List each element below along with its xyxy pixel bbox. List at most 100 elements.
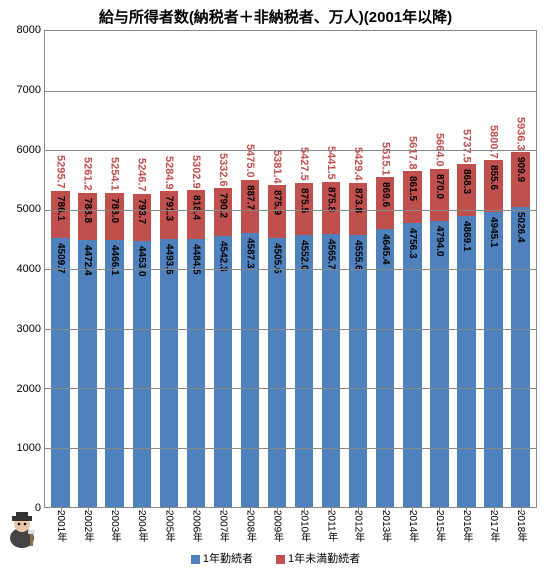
bar: 4794.0870.05664.0: [430, 169, 448, 507]
bar-segment: 4756.3: [403, 223, 421, 507]
segment-value-label: 4587.3: [244, 238, 255, 269]
bar-segment: 868.3: [457, 164, 475, 216]
segment-value-label: 4472.4: [82, 245, 93, 276]
total-value-label: 5246.7: [136, 158, 148, 194]
total-value-label: 5295.7: [55, 155, 67, 191]
segment-value-label: 909.9: [515, 157, 526, 182]
x-axis-label: 2003年: [107, 507, 122, 542]
bar: 5026.4909.95936.3: [511, 152, 529, 507]
x-axis-label: 2006年: [188, 507, 203, 542]
bar: 4472.4788.85261.2: [78, 193, 96, 507]
bar-segment: 4493.6: [160, 239, 178, 507]
bar: 4565.7875.85441.5: [322, 182, 340, 507]
legend-label-1: 1年勤続者: [203, 553, 253, 565]
gridline: [45, 388, 536, 389]
bar-segment: 790.2: [214, 188, 232, 235]
bar-segment: 4645.4: [376, 229, 394, 507]
x-axis-label: 2014年: [405, 507, 420, 542]
bar-segment: 4466.1: [105, 240, 123, 507]
y-axis-label: 7000: [5, 84, 41, 96]
segment-value-label: 4565.7: [326, 239, 337, 270]
segment-value-label: 868.3: [461, 169, 472, 194]
total-value-label: 5617.8: [406, 136, 418, 172]
bar: 4552.0875.55427.5: [295, 183, 313, 507]
bar: 4945.1855.65800.7: [484, 160, 502, 507]
mascot-icon: [2, 510, 42, 550]
total-value-label: 5381.4: [271, 150, 283, 186]
total-value-label: 5800.7: [488, 125, 500, 161]
segment-value-label: 818.4: [190, 195, 201, 220]
legend-swatch-1: [191, 555, 200, 564]
segment-value-label: 4555.6: [353, 240, 364, 271]
bar-segment: 875.9: [268, 185, 286, 237]
x-axis-label: 2008年: [242, 507, 257, 542]
bar-segment: 786.1: [51, 191, 69, 238]
bar-segment: 818.4: [187, 190, 205, 239]
bar: 4484.5818.45302.9: [187, 190, 205, 507]
segment-value-label: 4756.3: [407, 228, 418, 259]
plot-area: 4509.7786.15295.72001年4472.4788.85261.22…: [44, 30, 537, 508]
segment-value-label: 5026.4: [515, 212, 526, 243]
total-value-label: 5332.6: [217, 153, 229, 189]
x-axis-label: 2017年: [486, 507, 501, 542]
gridline: [45, 269, 536, 270]
gridline: [45, 448, 536, 449]
bar-segment: 887.7: [241, 180, 259, 233]
bar-segment: 869.6: [376, 177, 394, 229]
bar-segment: 4552.0: [295, 235, 313, 507]
legend-label-2: 1年未満勤続者: [288, 553, 360, 565]
segment-value-label: 793.7: [136, 199, 147, 224]
segment-value-label: 790.2: [217, 193, 228, 218]
bar-segment: 855.6: [484, 160, 502, 211]
bar: 4505.6875.95381.4: [268, 185, 286, 507]
bar-segment: 788.8: [78, 193, 96, 240]
y-axis-label: 6000: [5, 144, 41, 156]
x-axis-label: 2005年: [161, 507, 176, 542]
segment-value-label: 855.6: [488, 165, 499, 190]
segment-value-label: 4645.4: [380, 234, 391, 265]
bar-segment: 4555.6: [349, 235, 367, 507]
total-value-label: 5284.9: [163, 156, 175, 192]
x-axis-label: 2009年: [270, 507, 285, 542]
x-axis-label: 2016年: [459, 507, 474, 542]
segment-value-label: 4794.0: [434, 226, 445, 257]
bar: 4466.1788.05254.1: [105, 193, 123, 507]
segment-value-label: 875.8: [326, 187, 337, 212]
bar-segment: 875.8: [322, 182, 340, 234]
segment-value-label: 887.7: [244, 185, 255, 210]
bar: 4756.3861.55617.8: [403, 171, 421, 507]
bar-segment: 4472.4: [78, 240, 96, 507]
x-axis-label: 2004年: [134, 507, 149, 542]
bar-segment: 4484.5: [187, 239, 205, 507]
bar: 4493.6791.35284.9: [160, 191, 178, 507]
bar-segment: 4587.3: [241, 233, 259, 507]
bar: 4555.6873.85429.4: [349, 183, 367, 507]
segment-value-label: 788.0: [109, 198, 120, 223]
bar-segment: 870.0: [430, 169, 448, 221]
total-value-label: 5261.2: [82, 157, 94, 193]
legend: 1年勤続者 1年未満勤続者: [0, 550, 551, 566]
bar: 4645.4869.65515.1: [376, 177, 394, 507]
total-value-label: 5302.9: [190, 155, 202, 191]
x-axis-label: 2012年: [351, 507, 366, 542]
segment-value-label: 4484.5: [190, 244, 201, 275]
x-axis-label: 2001年: [53, 507, 68, 542]
y-axis-label: 2000: [5, 383, 41, 395]
bar-segment: 4565.7: [322, 234, 340, 507]
total-value-label: 5427.5: [298, 147, 310, 183]
total-value-label: 5515.1: [379, 142, 391, 178]
y-axis-label: 1000: [5, 442, 41, 454]
total-value-label: 5737.5: [460, 129, 472, 165]
segment-value-label: 4453.0: [136, 246, 147, 277]
segment-value-label: 869.6: [380, 182, 391, 207]
bar: 4453.0793.75246.7: [133, 194, 151, 507]
total-value-label: 5429.4: [352, 147, 364, 183]
bar-segment: 5026.4: [511, 207, 529, 507]
bar-segment: 788.0: [105, 193, 123, 240]
y-axis-label: 4000: [5, 263, 41, 275]
y-axis-label: 5000: [5, 203, 41, 215]
segment-value-label: 4869.1: [461, 221, 472, 252]
x-axis-label: 2018年: [513, 507, 528, 542]
bar: 4587.3887.75475.0: [241, 180, 259, 507]
bar-segment: 791.3: [160, 191, 178, 238]
